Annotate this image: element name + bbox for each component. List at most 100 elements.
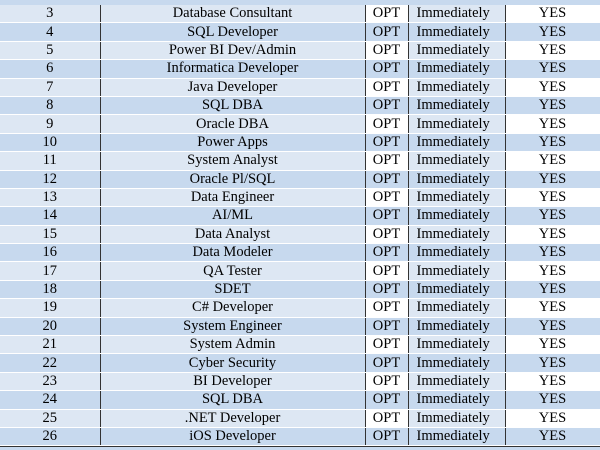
row-number: 18 xyxy=(0,280,101,300)
row-number: 16 xyxy=(0,243,101,263)
visa: OPT xyxy=(365,427,409,447)
role: System Admin xyxy=(100,335,366,355)
table-row: 10 Power Apps OPT Immediately YES xyxy=(0,133,600,153)
role: System Analyst xyxy=(100,151,366,171)
table-row: 26 iOS Developer OPT Immediately YES xyxy=(0,427,600,447)
row-number: 5 xyxy=(0,41,101,61)
relocation: YES xyxy=(505,22,600,42)
availability: Immediately xyxy=(408,261,506,281)
visa: OPT xyxy=(365,243,409,263)
availability: Immediately xyxy=(408,5,506,24)
visa: OPT xyxy=(365,280,409,300)
visa: OPT xyxy=(365,170,409,189)
row-number: 25 xyxy=(0,409,101,428)
relocation: YES xyxy=(505,206,600,226)
availability: Immediately xyxy=(408,206,506,226)
table-row: 9 Oracle DBA OPT Immediately YES xyxy=(0,114,600,134)
row-number: 20 xyxy=(0,317,101,337)
visa: OPT xyxy=(365,409,409,428)
visa: OPT xyxy=(365,41,409,61)
role: Data Modeler xyxy=(100,243,366,263)
row-number: 6 xyxy=(0,59,101,79)
role: Power Apps xyxy=(100,133,366,153)
availability: Immediately xyxy=(408,114,506,134)
table-row: 8 SQL DBA OPT Immediately YES xyxy=(0,96,600,116)
availability: Immediately xyxy=(408,188,506,208)
row-number: 17 xyxy=(0,261,101,281)
table-row: 23 BI Developer OPT Immediately YES xyxy=(0,372,600,392)
relocation: YES xyxy=(505,243,600,263)
visa: OPT xyxy=(365,114,409,134)
table-row: 6 Informatica Developer OPT Immediately YES xyxy=(0,59,600,79)
role: SDET xyxy=(100,280,366,300)
role: .NET Developer xyxy=(100,409,366,428)
relocation: YES xyxy=(505,409,600,428)
table-row: 21 System Admin OPT Immediately YES xyxy=(0,335,600,355)
availability: Immediately xyxy=(408,41,506,61)
cut-row xyxy=(0,446,600,450)
visa: OPT xyxy=(365,298,409,318)
role: AI/ML xyxy=(100,206,366,226)
relocation: YES xyxy=(505,353,600,373)
row-number: 22 xyxy=(0,353,101,373)
visa: OPT xyxy=(365,206,409,226)
visa: OPT xyxy=(365,5,409,24)
role: C# Developer xyxy=(100,298,366,318)
relocation: YES xyxy=(505,317,600,337)
table-row: 11 System Analyst OPT Immediately YES xyxy=(0,151,600,171)
availability: Immediately xyxy=(408,96,506,116)
visa: OPT xyxy=(365,151,409,171)
availability: Immediately xyxy=(408,22,506,42)
relocation: YES xyxy=(505,280,600,300)
role: SQL DBA xyxy=(100,96,366,116)
row-number: 8 xyxy=(0,96,101,116)
row-number: 11 xyxy=(0,151,101,171)
relocation: YES xyxy=(505,151,600,171)
role: Oracle DBA xyxy=(100,114,366,134)
visa: OPT xyxy=(365,188,409,208)
relocation: YES xyxy=(505,133,600,153)
role: Data Engineer xyxy=(100,188,366,208)
role: iOS Developer xyxy=(100,427,366,447)
visa: OPT xyxy=(365,22,409,42)
role: System Engineer xyxy=(100,317,366,337)
row-number: 7 xyxy=(0,78,101,97)
relocation: YES xyxy=(505,114,600,134)
table-row: 19 C# Developer OPT Immediately YES xyxy=(0,298,600,318)
table-body: 3 Database Consultant OPT Immediately YES 4 SQ… xyxy=(0,5,600,447)
availability: Immediately xyxy=(408,170,506,189)
row-number: 14 xyxy=(0,206,101,226)
visa: OPT xyxy=(365,59,409,79)
relocation: YES xyxy=(505,372,600,392)
row-number: 19 xyxy=(0,298,101,318)
role: BI Developer xyxy=(100,372,366,392)
relocation: YES xyxy=(505,188,600,208)
visa: OPT xyxy=(365,96,409,116)
row-number: 21 xyxy=(0,335,101,355)
relocation: YES xyxy=(505,78,600,97)
table-row: 15 Data Analyst OPT Immediately YES xyxy=(0,225,600,245)
relocation: YES xyxy=(505,225,600,245)
availability: Immediately xyxy=(408,390,506,410)
row-number: 3 xyxy=(0,5,101,24)
availability: Immediately xyxy=(408,243,506,263)
row-number: 4 xyxy=(0,22,101,42)
relocation: YES xyxy=(505,41,600,61)
role: Oracle Pl/SQL xyxy=(100,170,366,189)
role: Cyber Security xyxy=(100,353,366,373)
row-number: 15 xyxy=(0,225,101,245)
row-number: 9 xyxy=(0,114,101,134)
role: Informatica Developer xyxy=(100,59,366,79)
visa: OPT xyxy=(365,353,409,373)
table-row: 22 Cyber Security OPT Immediately YES xyxy=(0,353,600,373)
availability: Immediately xyxy=(408,280,506,300)
table-row: 24 SQL DBA OPT Immediately YES xyxy=(0,390,600,410)
relocation: YES xyxy=(505,5,600,24)
relocation: YES xyxy=(505,96,600,116)
availability: Immediately xyxy=(408,427,506,447)
row-number: 13 xyxy=(0,188,101,208)
role: SQL Developer xyxy=(100,22,366,42)
visa: OPT xyxy=(365,261,409,281)
table-row: 16 Data Modeler OPT Immediately YES xyxy=(0,243,600,263)
relocation: YES xyxy=(505,335,600,355)
